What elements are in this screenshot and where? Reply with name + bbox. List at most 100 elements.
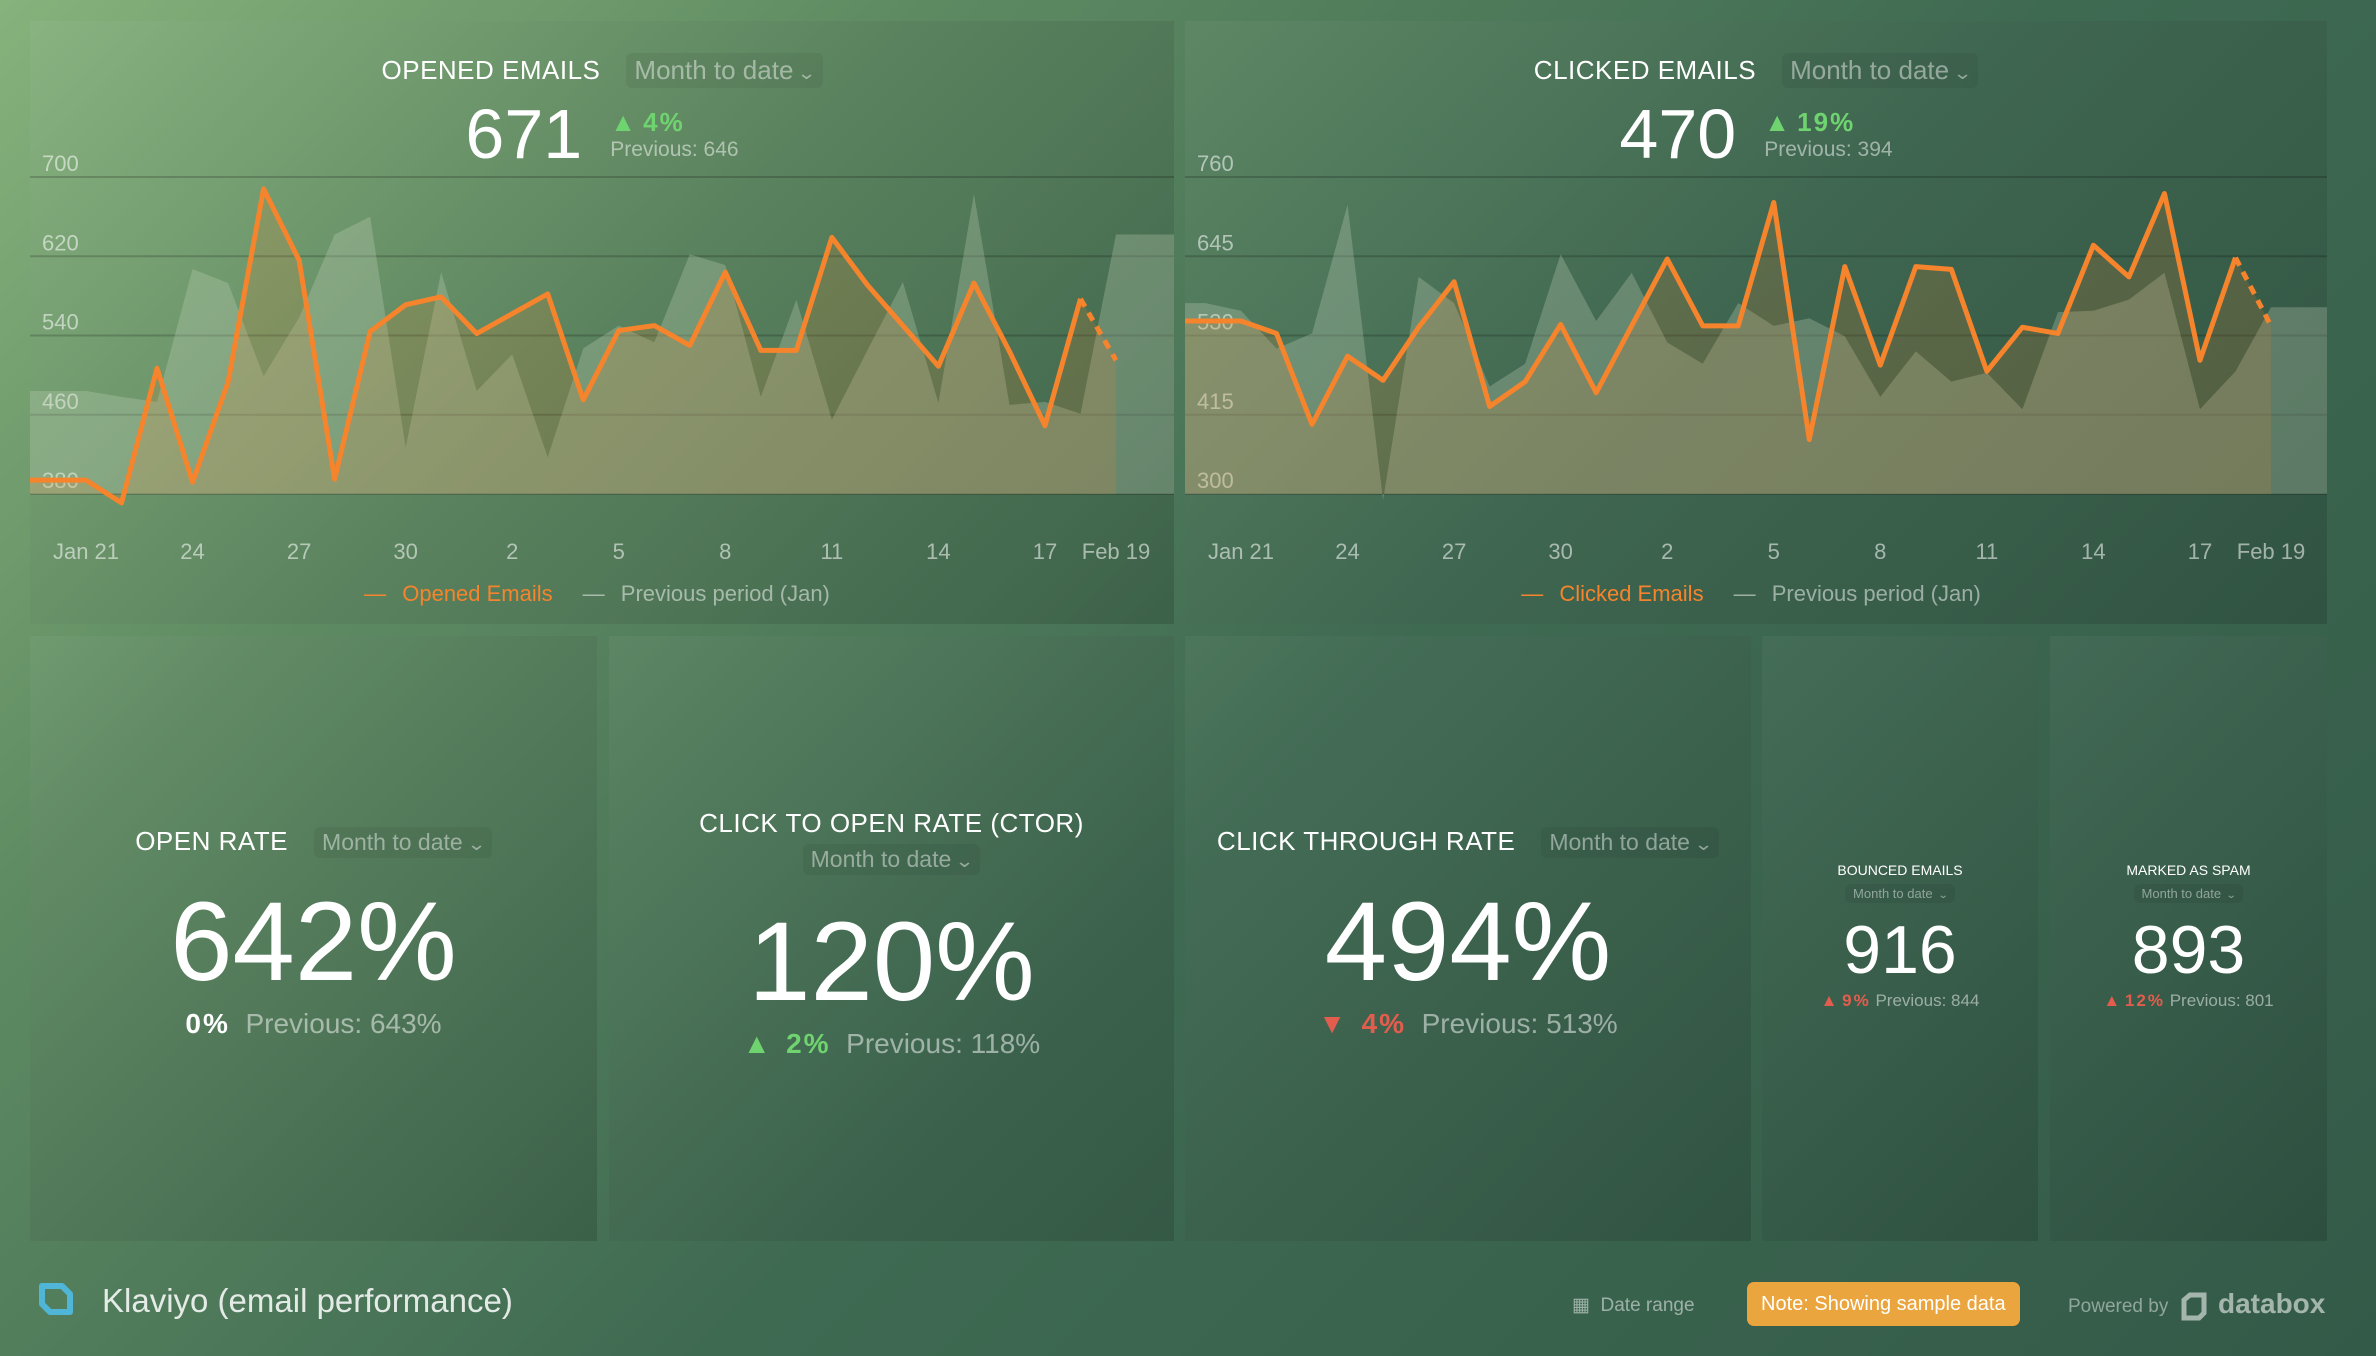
kpi-change: 2% [786, 1028, 831, 1059]
x-tick-label: 14 [926, 539, 950, 564]
chevron-down-icon: ⌄ [1937, 890, 1949, 901]
x-tick-label: 2 [1661, 539, 1673, 564]
x-tick-label: 27 [287, 539, 311, 564]
y-tick-label: 415 [1197, 389, 1234, 414]
ctr-widget: CLICK THROUGH RATE Month to date ⌄ 494% ▼ … [1185, 636, 1751, 1241]
legend-label: Opened Emails [402, 581, 553, 606]
triangle-up-icon: ▲ [1820, 991, 1838, 1010]
date-range-select[interactable]: Month to date ⌄ [802, 844, 981, 875]
date-range-label: Month to date [322, 829, 463, 855]
date-range-select[interactable]: Month to date ⌄ [314, 827, 492, 858]
y-tick-label: 540 [42, 310, 79, 335]
databox-brand: databox [2218, 1288, 2326, 1319]
kpi-previous: Previous: 801 [2169, 991, 2274, 1010]
kpi-previous: Previous: 844 [1875, 991, 1980, 1010]
kpi-change: 4% [1361, 1008, 1407, 1039]
widget-title: OPEN RATE [135, 826, 289, 856]
x-tick-label: 8 [1874, 539, 1886, 564]
y-tick-label: 700 [42, 151, 79, 176]
x-tick-label: 30 [393, 539, 417, 564]
kpi-previous: Previous: 118% [846, 1028, 1041, 1059]
x-tick-label: 8 [719, 539, 731, 564]
clicked-emails-widget: 300415530645760Jan 21242730258111417Feb … [1185, 21, 2327, 624]
x-tick-label: 30 [1548, 539, 1572, 564]
date-range-select[interactable]: Month to date ⌄ [1782, 53, 1979, 88]
legend-current[interactable]: — Clicked Emails [1521, 581, 1704, 606]
x-tick-label: 2 [506, 539, 518, 564]
x-tick-label: 24 [180, 539, 204, 564]
kpi-change: 0% [185, 1008, 230, 1039]
open-rate-widget: OPEN RATE Month to date ⌄ 642% 0% Previous… [30, 636, 597, 1241]
x-tick-label: 11 [820, 539, 843, 564]
kpi-change: 19% [1797, 106, 1856, 137]
marked-as-spam-widget: MARKED AS SPAM Month to date ⌄ 893 ▲ 12% … [2050, 636, 2327, 1241]
x-tick-label: 27 [1442, 539, 1466, 564]
kpi-value: 494% [1324, 879, 1612, 1004]
legend-label: Previous period (Jan) [1771, 581, 1981, 606]
kpi-change: 9% [1842, 991, 1871, 1010]
kpi-value: 916 [1843, 912, 1957, 988]
clicked-emails-chart: 300415530645760Jan 21242730258111417Feb … [1185, 151, 2327, 564]
date-range-label: Month to date [1853, 886, 1933, 901]
widget-title: OPENED EMAILS [381, 55, 601, 85]
chevron-down-icon: ⌄ [1952, 63, 1973, 83]
current-period-area [1185, 193, 2271, 494]
powered-by-label: Powered by [2068, 1296, 2169, 1317]
kpi-change: 12% [2124, 991, 2165, 1010]
y-tick-label: 760 [1197, 151, 1234, 176]
legend-previous[interactable]: — Previous period (Jan) [582, 581, 830, 606]
sample-data-note: Note: Showing sample data [1747, 1282, 2020, 1326]
y-tick-label: 620 [42, 230, 79, 255]
kpi-previous: Previous: 513% [1421, 1008, 1618, 1039]
kpi-value: 470 [1619, 95, 1737, 173]
legend-previous[interactable]: — Previous period (Jan) [1733, 581, 1981, 606]
date-range-label: Month to date [1549, 829, 1690, 855]
date-range-select[interactable]: Month to date ⌄ [1845, 884, 1955, 903]
chevron-down-icon: ⌄ [1693, 834, 1714, 854]
x-tick-label: 5 [1768, 539, 1780, 564]
current-series-line [1185, 191, 2238, 443]
kpi-value: 120% [748, 899, 1035, 1024]
ctor-widget: CLICK TO OPEN RATE (CTOR) Month to date ⌄… [609, 636, 1174, 1241]
legend-current[interactable]: — Opened Emails [364, 581, 553, 606]
kpi-value: 642% [170, 879, 457, 1004]
date-range-select[interactable]: Month to date ⌄ [626, 53, 823, 88]
kpi-previous: Previous: 394 [1764, 137, 1893, 161]
x-tick-label: 24 [1335, 539, 1359, 564]
legend-label: Previous period (Jan) [620, 581, 830, 606]
x-tick-label: 5 [613, 539, 625, 564]
kpi-change: 4% [643, 106, 685, 137]
bounced-emails-widget: BOUNCED EMAILS Month to date ⌄ 916 ▲ 9% P… [1762, 636, 2038, 1241]
opened-emails-widget: 380460540620700Jan 21242730258111417Feb … [30, 21, 1174, 624]
y-tick-label: 300 [1197, 468, 1234, 493]
calendar-icon: ▦ [1572, 1295, 1590, 1316]
triangle-down-icon: ▼ [1318, 1008, 1346, 1039]
widget-title: MARKED AS SPAM [2126, 862, 2251, 878]
x-tick-label: 14 [2081, 539, 2105, 564]
databox-logo-icon [2181, 1292, 2207, 1321]
date-range-button[interactable]: ▦ Date range [1572, 1294, 1695, 1317]
kpi-previous: Previous: 643% [245, 1008, 442, 1039]
chevron-down-icon: ⌄ [797, 63, 817, 83]
date-range-label: Month to date [634, 55, 794, 85]
date-range-select[interactable]: Month to date ⌄ [2133, 884, 2244, 903]
y-tick-label: 460 [42, 389, 79, 414]
x-tick-label: 17 [2188, 539, 2212, 564]
widget-title: CLICKED EMAILS [1533, 55, 1757, 85]
date-range-label: Month to date [810, 846, 952, 872]
widget-title: CLICK THROUGH RATE [1216, 826, 1516, 856]
triangle-up-icon: ▲ [742, 1028, 771, 1059]
footer: Klaviyo (email performance) ▦ Date range… [0, 1270, 2376, 1330]
x-tick-label: 17 [1033, 539, 1057, 564]
y-tick-label: 645 [1197, 230, 1234, 255]
opened-emails-chart: 380460540620700Jan 21242730258111417Feb … [30, 151, 1174, 564]
current-period-area [30, 188, 1116, 503]
klaviyo-logo-icon [39, 1283, 73, 1315]
date-range-select[interactable]: Month to date ⌄ [1541, 827, 1720, 858]
widget-title: BOUNCED EMAILS [1837, 862, 1963, 878]
chevron-down-icon: ⌄ [466, 834, 487, 854]
dashboard-title: Klaviyo (email performance) [102, 1282, 513, 1319]
x-tick-label: Feb 19 [2237, 539, 2306, 564]
x-tick-label: Jan 21 [53, 539, 119, 564]
kpi-value: 893 [2131, 912, 2246, 988]
